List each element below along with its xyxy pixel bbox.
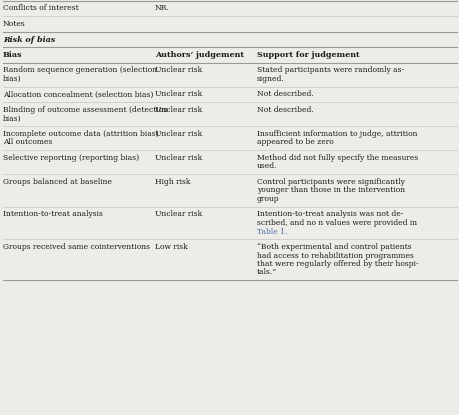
Text: bias): bias) <box>3 75 22 83</box>
Text: Method did not fully specify the measures: Method did not fully specify the measure… <box>257 154 417 162</box>
Text: group: group <box>257 195 279 203</box>
Text: scribed, and no n values were provided in: scribed, and no n values were provided i… <box>257 219 416 227</box>
Text: Random sequence generation (selection: Random sequence generation (selection <box>3 66 157 75</box>
Text: Groups received same cointerventions: Groups received same cointerventions <box>3 243 150 251</box>
Text: Risk of bias: Risk of bias <box>3 36 55 44</box>
Text: All outcomes: All outcomes <box>3 139 52 146</box>
Text: Unclear risk: Unclear risk <box>155 90 202 98</box>
Text: Allocation concealment (selection bias): Allocation concealment (selection bias) <box>3 90 153 98</box>
Text: Unclear risk: Unclear risk <box>155 130 202 138</box>
Text: Unclear risk: Unclear risk <box>155 154 202 162</box>
Text: “Both experimental and control patients: “Both experimental and control patients <box>257 243 411 251</box>
Text: Bias: Bias <box>3 51 22 59</box>
Text: Stated participants were randomly as-: Stated participants were randomly as- <box>257 66 403 75</box>
Text: Incomplete outcome data (attrition bias): Incomplete outcome data (attrition bias) <box>3 130 158 138</box>
Text: had access to rehabilitation programmes: had access to rehabilitation programmes <box>257 251 413 259</box>
Text: Not described.: Not described. <box>257 106 313 114</box>
Text: Notes: Notes <box>3 20 26 28</box>
Text: Blinding of outcome assessment (detection: Blinding of outcome assessment (detectio… <box>3 106 168 114</box>
Text: bias): bias) <box>3 115 22 122</box>
Text: Support for judgement: Support for judgement <box>257 51 359 59</box>
Text: Groups balanced at baseline: Groups balanced at baseline <box>3 178 112 186</box>
Text: younger than those in the intervention: younger than those in the intervention <box>257 186 404 195</box>
Text: Unclear risk: Unclear risk <box>155 106 202 114</box>
Text: Insufficient information to judge, attrition: Insufficient information to judge, attri… <box>257 130 417 138</box>
Text: Selective reporting (reporting bias): Selective reporting (reporting bias) <box>3 154 139 162</box>
Text: High risk: High risk <box>155 178 190 186</box>
Text: signed.: signed. <box>257 75 284 83</box>
Text: Control participants were significantly: Control participants were significantly <box>257 178 404 186</box>
Text: appeared to be zero: appeared to be zero <box>257 139 333 146</box>
Text: tals.”: tals.” <box>257 269 277 276</box>
Text: Not described.: Not described. <box>257 90 313 98</box>
Text: Low risk: Low risk <box>155 243 187 251</box>
Text: Unclear risk: Unclear risk <box>155 66 202 75</box>
Text: NR.: NR. <box>155 5 169 12</box>
Text: Conflicts of interest: Conflicts of interest <box>3 5 78 12</box>
Text: that were regularly offered by their hospi-: that were regularly offered by their hos… <box>257 260 418 268</box>
Text: used.: used. <box>257 163 277 171</box>
Text: Table 1.: Table 1. <box>257 227 287 235</box>
Text: Intention-to-treat analysis was not de-: Intention-to-treat analysis was not de- <box>257 210 403 219</box>
Text: Authors’ judgement: Authors’ judgement <box>155 51 243 59</box>
Text: Unclear risk: Unclear risk <box>155 210 202 219</box>
Text: Intention-to-treat analysis: Intention-to-treat analysis <box>3 210 103 219</box>
